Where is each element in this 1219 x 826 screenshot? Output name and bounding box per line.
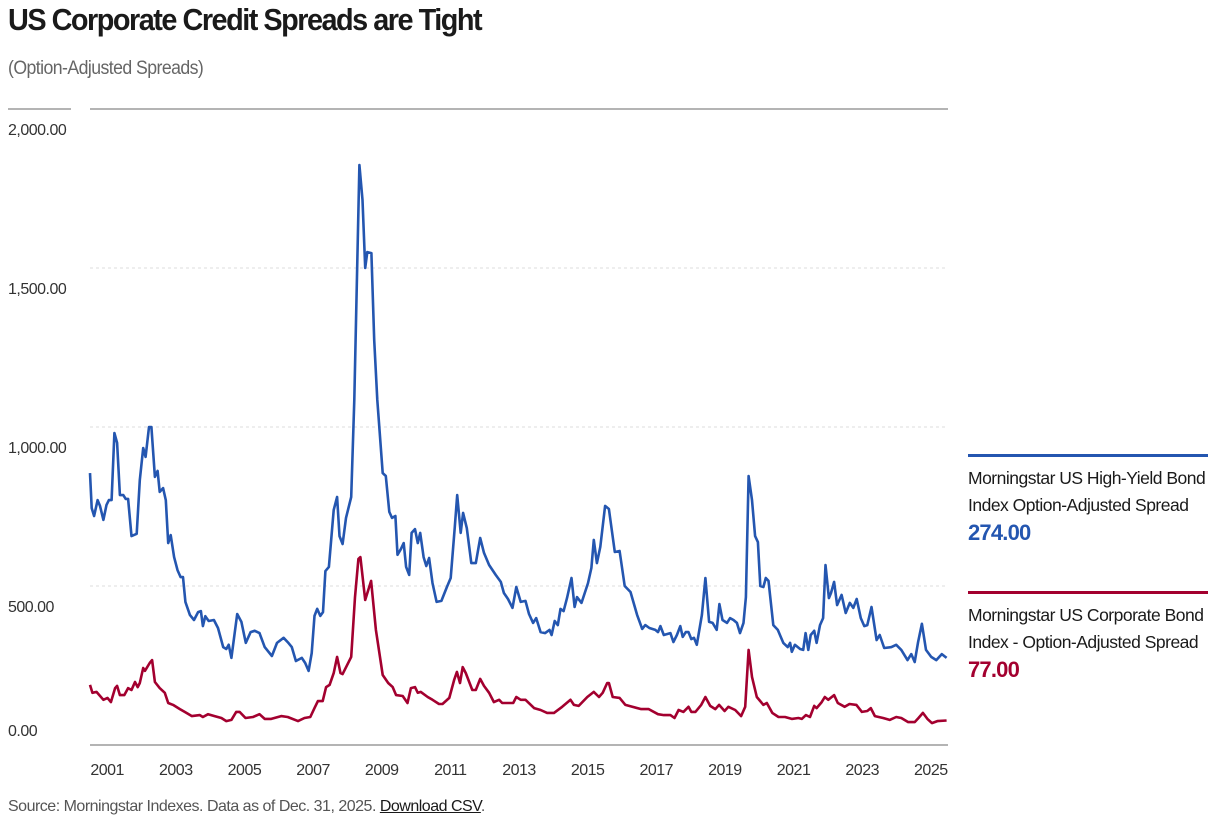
- x-tick-label: 2025: [914, 762, 948, 779]
- series-lines: [88, 163, 948, 725]
- legend-label-corporate: Morningstar US Corporate Bond Index - Op…: [968, 605, 1204, 652]
- legend-swatch-high-yield: [968, 454, 1208, 457]
- legend-value-corporate: 77.00: [968, 657, 1020, 682]
- legend-label-high-yield: Morningstar US High-Yield Bond Index Opt…: [968, 468, 1206, 515]
- y-tick-label: 1,000.00: [8, 440, 67, 457]
- x-tick-label: 2001: [90, 762, 124, 779]
- legend-item-corporate: Morningstar US Corporate Bond Index - Op…: [968, 591, 1208, 684]
- x-tick-label: 2003: [159, 762, 193, 779]
- x-tick-label: 2011: [434, 762, 467, 779]
- download-csv-link[interactable]: Download CSV: [379, 798, 482, 815]
- x-tick-label: 2013: [502, 762, 536, 779]
- y-axis-ticks: 0.00 500.00 1,000.00 1,500.00 2,000.00: [8, 122, 67, 740]
- x-axis-ticks: 2001 2003 2005 2007 2009 2011 2013 2015 2017 2019…: [90, 762, 948, 779]
- chart-title: US Corporate Credit Spreads are Tight: [8, 2, 483, 37]
- legend-swatch-corporate: [968, 591, 1208, 594]
- legend-item-high-yield: Morningstar US High-Yield Bond Index Opt…: [968, 454, 1208, 547]
- source-note: Source: Morningstar Indexes. Data as of …: [8, 798, 485, 816]
- source-text: Source: Morningstar Indexes. Data as of …: [8, 798, 376, 815]
- x-tick-label: 2023: [845, 762, 879, 779]
- y-tick-label: 500.00: [8, 599, 55, 616]
- source-trailing: .: [480, 798, 485, 815]
- x-tick-label: 2005: [228, 762, 262, 779]
- x-tick-label: 2009: [365, 762, 399, 779]
- y-tick-label: 0.00: [8, 723, 38, 740]
- series-line-corporate: [88, 555, 947, 725]
- gridlines: [8, 108, 948, 746]
- y-tick-label: 2,000.00: [8, 122, 67, 139]
- chart-subtitle: (Option-Adjusted Spreads): [8, 58, 204, 79]
- series-line-high-yield: [88, 163, 948, 673]
- legend-value-high-yield: 274.00: [968, 520, 1031, 545]
- x-tick-label: 2017: [639, 762, 673, 779]
- x-tick-label: 2019: [708, 762, 742, 779]
- x-tick-label: 2021: [777, 762, 811, 779]
- x-tick-label: 2015: [571, 762, 605, 779]
- y-tick-label: 1,500.00: [8, 281, 67, 298]
- x-tick-label: 2007: [296, 762, 330, 779]
